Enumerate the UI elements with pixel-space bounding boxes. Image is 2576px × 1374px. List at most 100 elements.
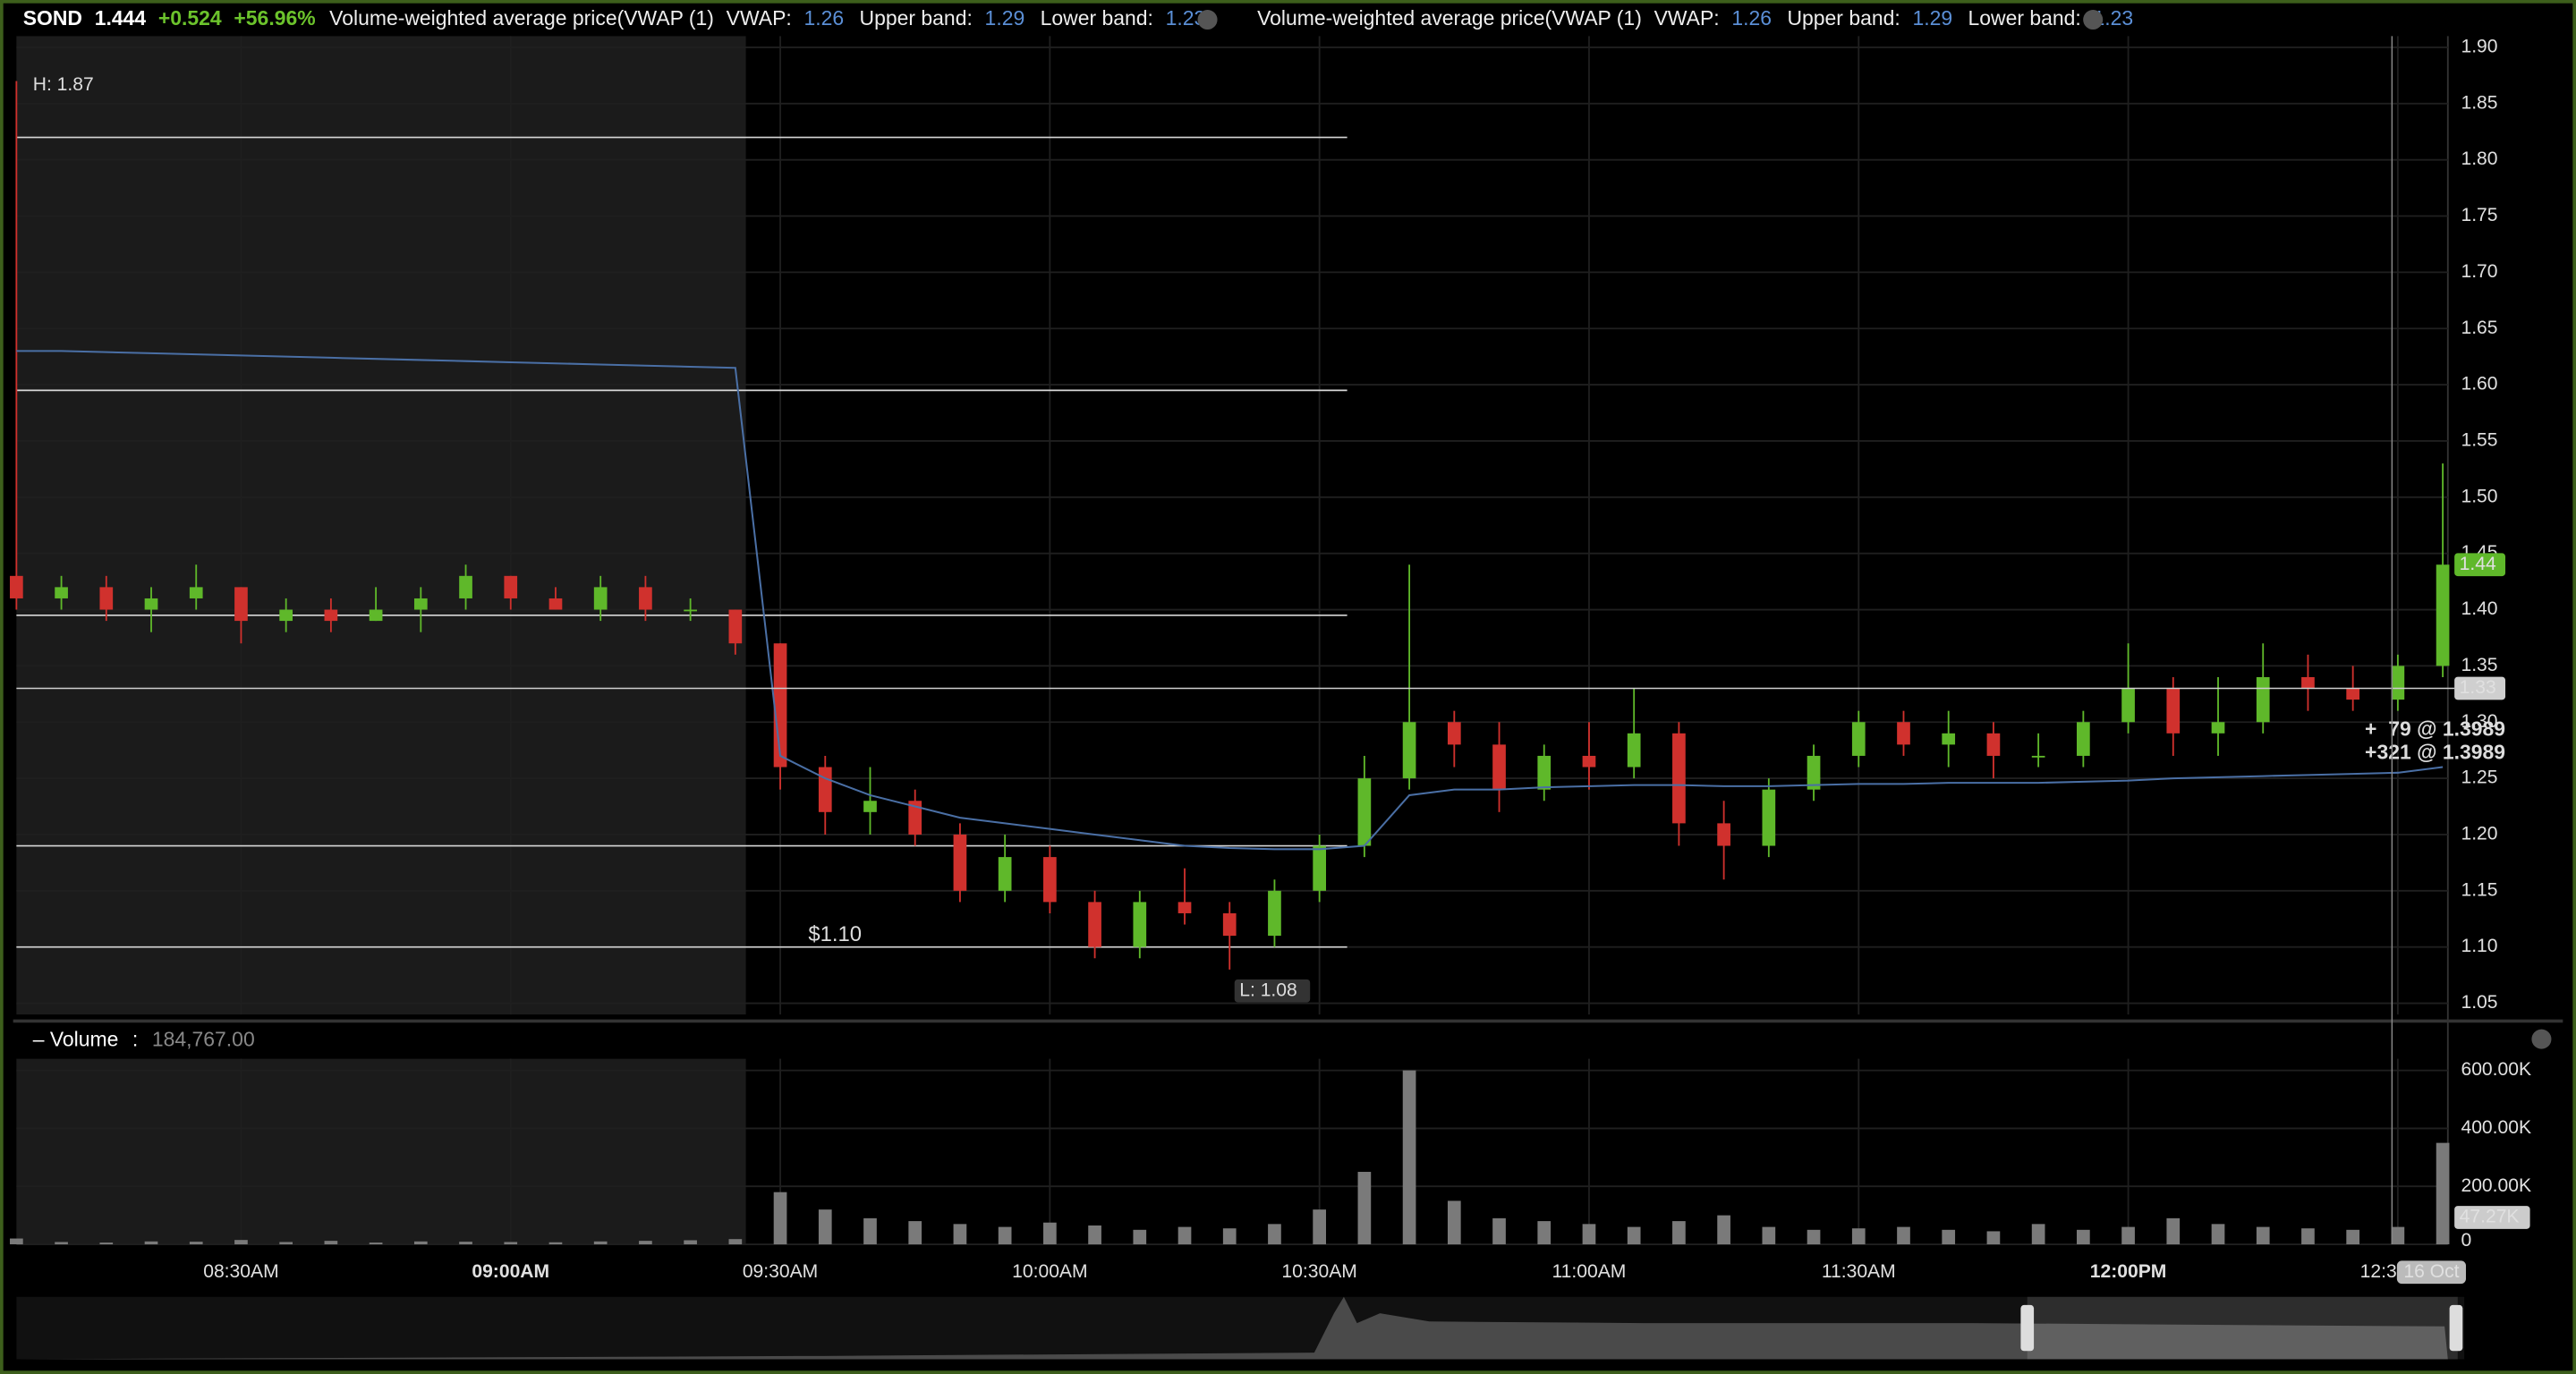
volume-bar [1537,1221,1552,1245]
volume-bar [324,1241,338,1245]
y-tick-label: 1.20 [2461,824,2497,844]
candle-body [639,587,652,610]
volume-bar [234,1240,248,1245]
candle-body [1492,744,1506,790]
y-tick-label: 400.00K [2461,1117,2531,1138]
candle-body [2346,688,2360,700]
candle-body [1447,722,1461,745]
volume-bar [2077,1229,2090,1245]
change: +0.524 [158,6,222,30]
close-study-button[interactable] [1197,10,1218,30]
candle-body [2211,722,2225,734]
y-tick-label: 1.15 [2461,879,2497,900]
candle-body [1222,912,1237,937]
candle-body [998,857,1012,891]
y-tick-label: 1.10 [2461,936,2497,956]
y-tick-label: 200.00K [2461,1175,2531,1196]
candle-body [1986,733,2001,756]
candle-body [1762,789,1776,846]
study-label: Upper band: [1787,6,1900,30]
x-tick-label: 12:00PM [2090,1261,2167,1282]
navigator-handle[interactable] [2449,1304,2463,1352]
close-volume-button[interactable] [2531,1029,2552,1049]
candle-body [818,767,832,812]
volume-bar [548,1242,563,1245]
study-label: Upper band: [860,6,973,30]
candle-body [684,609,697,612]
volume-bar [1133,1229,1147,1245]
candle-body [1133,902,1147,947]
candle-body [773,643,787,768]
volume-bar [1897,1226,1910,1245]
volume-bar [1222,1228,1237,1245]
y-tick-label: 1.80 [2461,148,2497,169]
volume-bar [369,1243,383,1245]
close-study-buttons [1197,10,2552,1049]
last-price: 1.444 [95,6,147,30]
y-tick-label: 1.35 [2461,655,2497,675]
volume-bar [2391,1226,2405,1245]
study-name: Volume-weighted average price(VWAP (1) [1257,6,1642,30]
candle-body [1582,755,1596,768]
y-tick-label: 1.30 [2461,711,2497,732]
high-label: H: 1.87 [33,74,94,95]
volume-bar [99,1243,114,1245]
candle-body [1807,755,1821,790]
y-tick-label: 1.05 [2461,992,2497,1013]
candle-body [728,609,743,644]
y-tick-label: 1.50 [2461,486,2497,506]
study-value: 1.26 [803,6,844,30]
volume-bar [2346,1229,2360,1245]
y-tick-label: 1.60 [2461,374,2497,394]
y-tick-label: 1.90 [2461,37,2497,57]
premarket-shade [16,36,746,1015]
x-tick-label: 10:30AM [1281,1261,1356,1282]
level-label: $1.10 [808,922,862,946]
volume-bar [2166,1217,2181,1245]
x-tick-label: 09:00AM [472,1261,549,1282]
candle-body [55,587,68,598]
volume-bar [998,1226,1012,1245]
candle-body [504,575,518,598]
volume-bar [953,1224,967,1245]
candle-body [1357,778,1372,846]
y-tick-label: 1.25 [2461,768,2497,788]
volume-bar [504,1242,518,1245]
volume-badge-label: 47.27K [2460,1207,2520,1227]
navigator-window[interactable] [2027,1296,2458,1360]
y-tick-label: 1.75 [2461,205,2497,225]
volume-bar [2031,1224,2045,1245]
volume-bar [1942,1229,1956,1245]
navigator-handle[interactable] [2020,1304,2035,1352]
candle-body [2077,722,2090,756]
x-tick-label: 10:00AM [1012,1261,1087,1282]
volume-bar [1492,1217,1506,1245]
price-badge [2454,676,2506,700]
study-name: Volume-weighted average price(VWAP (1) [329,6,714,30]
study-value: 1.29 [1912,6,1952,30]
study-label: Lower band: [1041,6,1153,30]
study-label: Lower band: [1968,6,2081,30]
close-study-button[interactable] [2083,10,2104,30]
candle-body [413,598,428,610]
candle-body [1672,733,1686,824]
candle-body [953,834,967,891]
volume-bar [2256,1226,2270,1245]
volume-bar [189,1242,203,1245]
date-badge [2396,1260,2466,1285]
candle-body [1537,755,1552,790]
symbol: SOND [23,6,82,30]
volume-bar [2121,1226,2135,1245]
candle-body [2436,564,2450,666]
volume-bar [1313,1209,1327,1245]
volume-bar [1851,1228,1866,1245]
navigator-area [16,1296,2448,1360]
price-badge-label: 1.44 [2460,554,2496,574]
volume-bar [1357,1172,1372,1245]
panel-backgrounds [13,36,2563,1245]
candle-body [1942,733,1956,745]
candle-body [144,598,158,610]
volume-bar [10,1238,23,1245]
